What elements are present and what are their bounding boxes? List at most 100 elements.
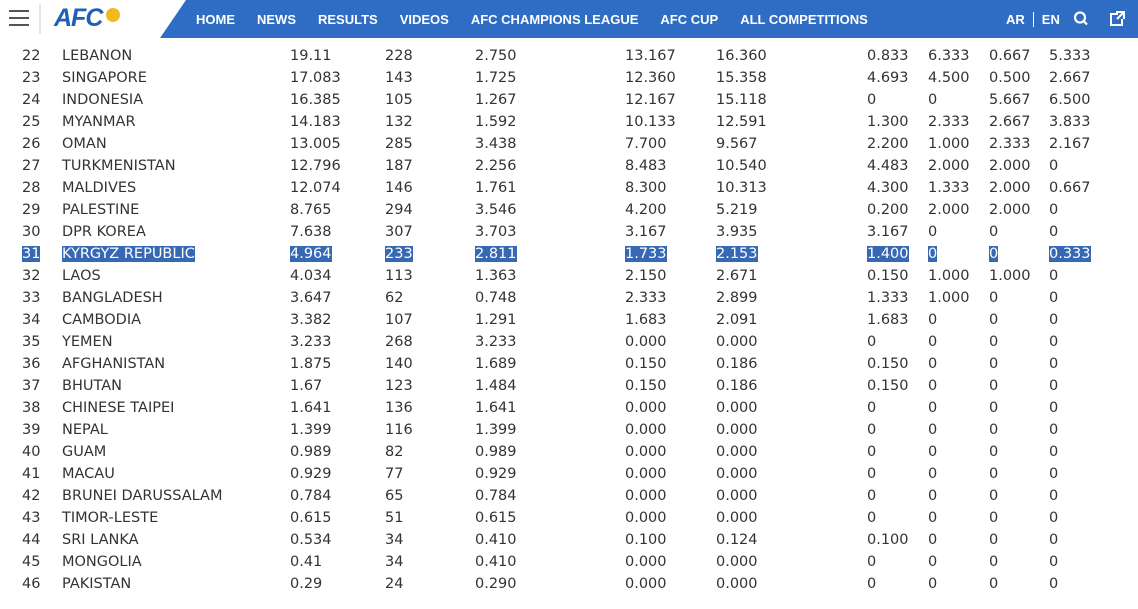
value: 2.899 — [716, 290, 758, 306]
value: 2.750 — [475, 48, 517, 64]
table-cell: 0.667 — [989, 45, 1049, 67]
table-cell: 2.811 — [475, 243, 625, 265]
table-cell: 45 — [22, 551, 62, 573]
value: 0 — [989, 532, 999, 548]
table-cell: 16.360 — [716, 45, 867, 67]
country: BRUNEI DARUSSALAM — [62, 488, 223, 504]
points: 12.074 — [290, 180, 341, 196]
logo[interactable]: AFC — [54, 4, 103, 32]
table-cell: 3.167 — [625, 221, 716, 243]
table-cell: 5.219 — [716, 199, 867, 221]
value: 2.667 — [1049, 70, 1091, 86]
table-cell: 0 — [1049, 155, 1116, 177]
value: 0.000 — [716, 422, 758, 438]
table-cell: 0 — [867, 573, 928, 595]
value: 15.118 — [716, 92, 767, 108]
value: 34 — [385, 554, 404, 570]
table-cell: 146 — [385, 177, 475, 199]
value: 0 — [928, 444, 938, 460]
table-cell: PALESTINE — [62, 199, 290, 221]
nav-item[interactable]: AFC CHAMPIONS LEAGUE — [470, 11, 639, 27]
value: 2.000 — [928, 202, 970, 218]
country: MONGOLIA — [62, 554, 142, 570]
value: 6.333 — [928, 48, 970, 64]
rank: 42 — [22, 488, 41, 504]
nav-item[interactable]: VIDEOS — [399, 11, 449, 27]
table-cell: INDONESIA — [62, 89, 290, 111]
rank: 44 — [22, 532, 41, 548]
nav-item[interactable]: AFC CUP — [660, 11, 719, 27]
table-row: 31 KYRGYZ REPUBLIC 4.964 233 2.811 1.733 2.153… — [22, 243, 1116, 265]
country: LEBANON — [62, 48, 133, 64]
table-row: 43 TIMOR-LESTE 0.615 51 0.615 0.000 0.000 0 0 0 0 — [22, 507, 1116, 529]
table-cell: 19.11 — [290, 45, 385, 67]
table-cell: TURKMENISTAN — [62, 155, 290, 177]
table-cell: 0.000 — [716, 331, 867, 353]
table-cell: 29 — [22, 199, 62, 221]
nav-item[interactable]: ALL COMPETITIONS — [740, 11, 868, 27]
value: 0.667 — [1049, 180, 1091, 196]
country: MALDIVES — [62, 180, 137, 196]
value: 0 — [1049, 576, 1059, 592]
table-cell: 0.989 — [475, 441, 625, 463]
points: 1.399 — [290, 422, 332, 438]
nav-icons — [1073, 11, 1125, 26]
value: 0.000 — [716, 334, 758, 350]
value: 0 — [989, 466, 999, 482]
table-cell: 1.641 — [475, 397, 625, 419]
rank: 34 — [22, 312, 41, 328]
table-cell: CHINESE TAIPEI — [62, 397, 290, 419]
value: 62 — [385, 290, 404, 306]
hamburger-icon[interactable] — [9, 10, 29, 26]
value: 5.219 — [716, 202, 758, 218]
points: 0.615 — [290, 510, 332, 526]
table-cell: 0 — [928, 243, 989, 265]
language-link[interactable]: EN — [1032, 11, 1060, 27]
rank: 40 — [22, 444, 41, 460]
value: 0 — [989, 400, 999, 416]
nav-item[interactable]: HOME — [196, 11, 235, 27]
table-cell: 7.700 — [625, 133, 716, 155]
language-link[interactable]: AR — [1006, 11, 1025, 27]
search-icon[interactable] — [1073, 11, 1088, 26]
table-cell: 13.005 — [290, 133, 385, 155]
table-cell: 0 — [1049, 441, 1116, 463]
points: 0.989 — [290, 444, 332, 460]
value: 2.153 — [716, 246, 758, 262]
table-cell: 0.200 — [867, 199, 928, 221]
table-row: 23 SINGAPORE 17.083 143 1.725 12.360 15.358 4.6… — [22, 67, 1116, 89]
value: 16.360 — [716, 48, 767, 64]
value: 9.567 — [716, 136, 758, 152]
value: 0.000 — [716, 488, 758, 504]
table-cell: 40 — [22, 441, 62, 463]
table-cell: 12.796 — [290, 155, 385, 177]
value: 12.591 — [716, 114, 767, 130]
country: YEMEN — [62, 334, 113, 350]
table-cell: 6.333 — [928, 45, 989, 67]
table-cell: 0 — [1049, 529, 1116, 551]
table-cell: 0 — [928, 221, 989, 243]
value: 0.000 — [625, 554, 667, 570]
table-row: 28 MALDIVES 12.074 146 1.761 8.300 10.313 4.300… — [22, 177, 1116, 199]
table-cell: 0 — [989, 221, 1049, 243]
table-row: 40 GUAM 0.989 82 0.989 0.000 0.000 0 0 0 0 — [22, 441, 1116, 463]
nav-item[interactable]: RESULTS — [318, 11, 378, 27]
rank: 23 — [22, 70, 41, 86]
table-cell: 10.133 — [625, 111, 716, 133]
nav-item[interactable]: NEWS — [257, 11, 296, 27]
value: 0 — [989, 488, 999, 504]
table-cell: BRUNEI DARUSSALAM — [62, 485, 290, 507]
table-cell: 0 — [1049, 331, 1116, 353]
external-link-icon[interactable] — [1110, 11, 1125, 26]
table-cell: 0.000 — [625, 551, 716, 573]
table-cell: 12.074 — [290, 177, 385, 199]
value: 8.300 — [625, 180, 667, 196]
table-cell: 3.703 — [475, 221, 625, 243]
value: 4.693 — [867, 70, 909, 86]
value: 0 — [1049, 268, 1059, 284]
value: 2.333 — [989, 136, 1031, 152]
value: 0 — [928, 246, 938, 262]
value: 0 — [1049, 202, 1059, 218]
value: 12.167 — [625, 92, 676, 108]
table-cell: MACAU — [62, 463, 290, 485]
